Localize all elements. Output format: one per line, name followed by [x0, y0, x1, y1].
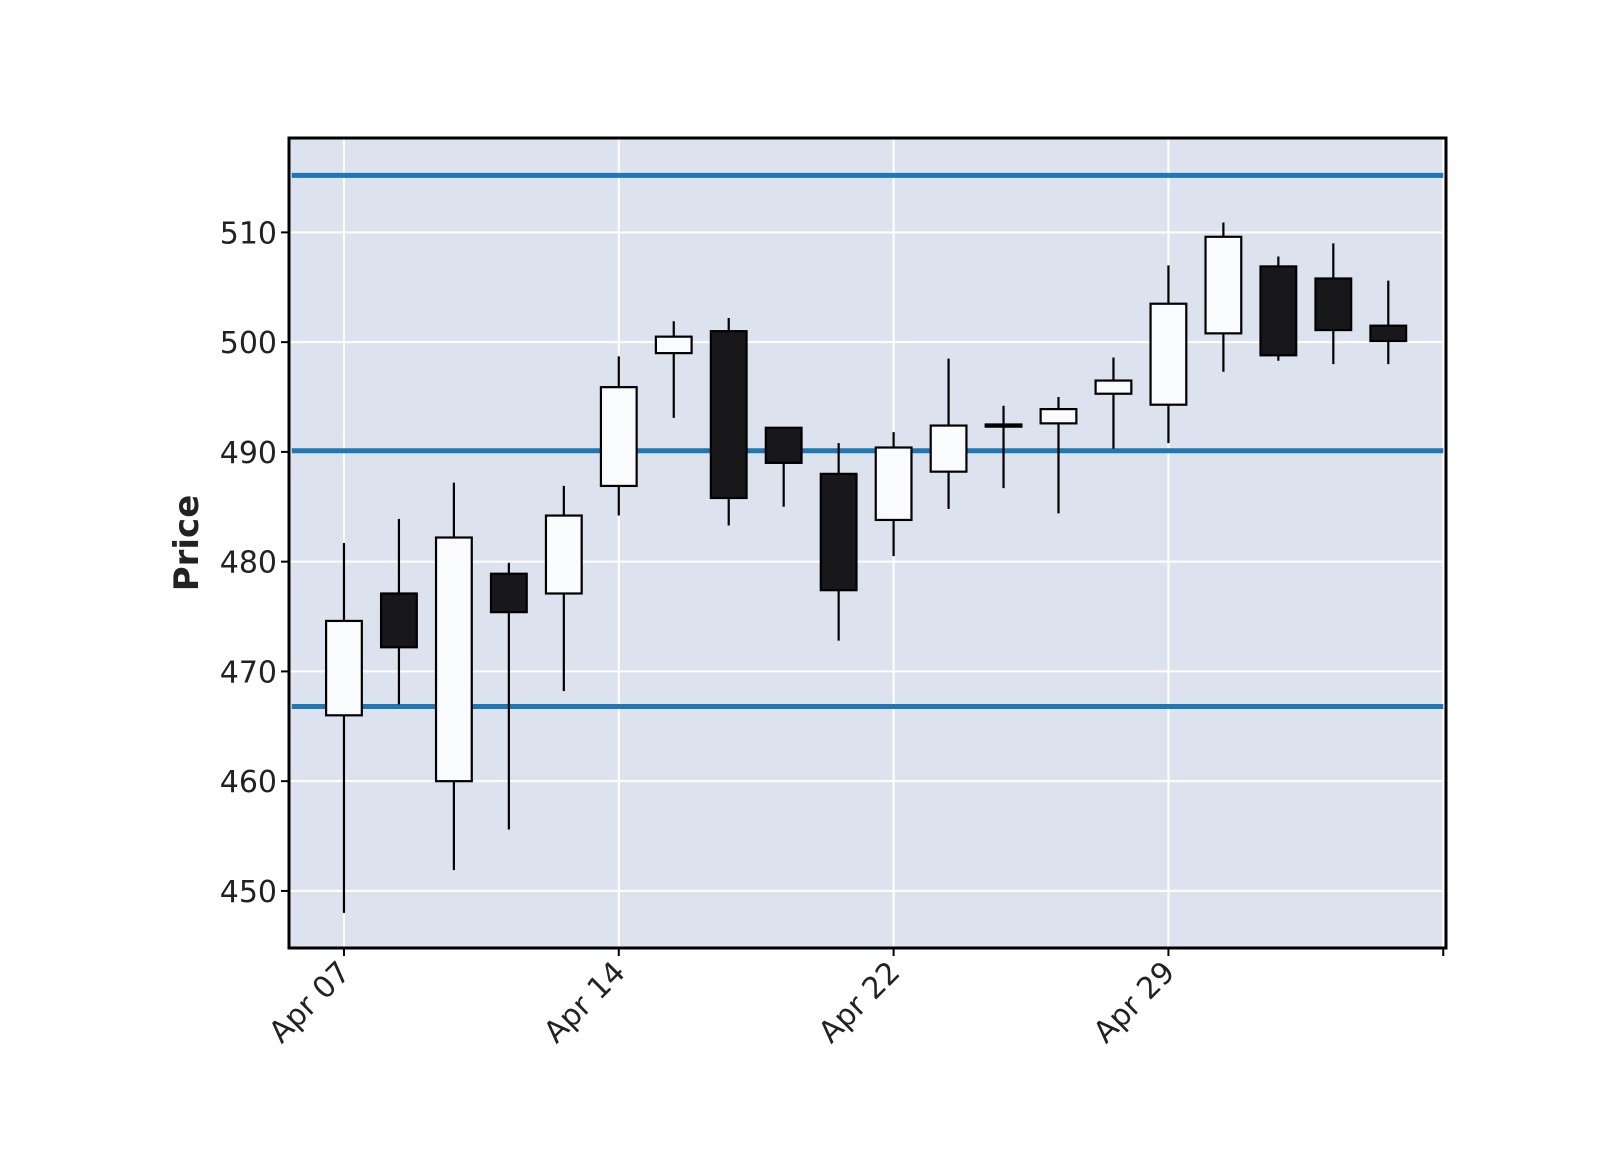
candle-body — [819, 472, 858, 592]
candle-body — [1039, 407, 1078, 425]
candle — [1204, 222, 1243, 372]
candle-body — [379, 592, 418, 649]
candle — [654, 321, 693, 418]
y-tick-label: 450 — [220, 875, 277, 910]
candle — [489, 562, 528, 830]
candle — [709, 318, 748, 526]
candle-body — [764, 426, 803, 464]
y-tick-label: 490 — [220, 436, 277, 471]
candle-body — [325, 619, 363, 717]
candle-body — [489, 572, 528, 614]
candle — [1369, 280, 1408, 365]
candle — [544, 485, 583, 692]
y-tick-label: 460 — [220, 765, 277, 800]
plot-frame — [287, 136, 1448, 950]
candle-body — [929, 424, 968, 473]
candles — [325, 222, 1408, 913]
x-tick-label: Apr 07 — [262, 955, 357, 1050]
candle-body — [1094, 379, 1133, 395]
candle — [1094, 357, 1133, 449]
horizontal-lines — [291, 172, 1444, 710]
candle-body — [434, 536, 473, 783]
candle-body — [1259, 265, 1298, 357]
candle — [434, 482, 473, 871]
x-tick-label: Apr 29 — [1087, 955, 1182, 1050]
y-tick-label: 480 — [220, 546, 277, 581]
candle — [929, 358, 968, 509]
candle — [1149, 265, 1188, 444]
candle — [599, 356, 638, 516]
candle-body — [984, 423, 1023, 428]
y-axis-title: Price — [167, 495, 207, 592]
candle — [819, 443, 858, 641]
x-axis: Apr 07 Apr 14 Apr 22 Apr 29 — [262, 948, 1445, 1050]
candle-body — [874, 446, 913, 522]
y-tick-label: 510 — [220, 216, 277, 251]
x-tick-label: Apr 22 — [812, 955, 907, 1050]
candle — [984, 405, 1023, 489]
candle-body — [1369, 324, 1408, 343]
plot-background — [289, 138, 1446, 948]
y-tick-label: 470 — [220, 655, 277, 690]
candle — [874, 432, 913, 557]
candle-body — [1204, 235, 1243, 335]
candle — [764, 426, 803, 507]
candle-body — [709, 330, 748, 500]
candle-body — [1149, 302, 1188, 406]
y-axis: 450 460 470 480 490 500 510 — [220, 216, 289, 910]
candle-body — [544, 514, 583, 595]
candle — [1314, 243, 1353, 365]
candle — [1259, 256, 1298, 361]
candle — [325, 543, 363, 913]
candle — [1039, 397, 1078, 514]
y-tick-label: 500 — [220, 326, 277, 361]
candle — [379, 518, 418, 705]
x-tick-label: Apr 14 — [537, 955, 632, 1050]
candle-body — [1314, 277, 1353, 332]
candle-body — [654, 335, 693, 355]
candle-body — [599, 386, 638, 488]
